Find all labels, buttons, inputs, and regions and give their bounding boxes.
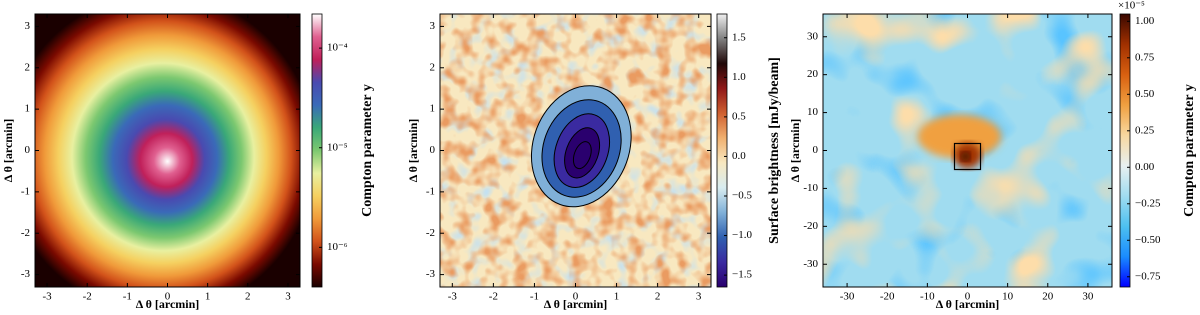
image-panel	[35, 14, 300, 287]
x-tick-label: 0	[965, 291, 971, 303]
y-tick-label: 0	[430, 144, 436, 156]
colorbar-tick-label: −1.0	[732, 229, 752, 241]
colorbar-tick-label: −0.75	[1135, 270, 1161, 282]
colorbar-tick-label: −0.25	[1135, 197, 1161, 209]
y-tick-label: 10	[807, 106, 819, 118]
colorbar-offset: ×10⁻⁵	[1118, 0, 1145, 12]
y-tick-label: -20	[803, 220, 818, 232]
x-tick-label: 1	[205, 291, 211, 303]
x-tick-label: -20	[880, 291, 895, 303]
x-tick-label: 20	[1042, 291, 1054, 303]
x-tick-label: 3	[696, 291, 702, 303]
x-tick-label: 30	[1082, 291, 1094, 303]
box	[953, 142, 982, 171]
colorbar-tick-label: 0.00	[1135, 161, 1155, 173]
colorbar-tick-label: −1.5	[732, 269, 752, 281]
x-tick-label: 2	[245, 291, 251, 303]
image-panel	[440, 14, 711, 287]
colorbar-tick-label: 0.50	[1135, 88, 1155, 100]
x-axis-label: Δ θ [arcmin]	[136, 297, 200, 311]
y-tick-label: -3	[21, 268, 31, 280]
y-tick-label: 30	[807, 30, 819, 42]
y-tick-label: 3	[430, 20, 436, 32]
y-tick-label: -1	[426, 185, 435, 197]
y-tick-label: -3	[426, 268, 436, 280]
colorbar	[311, 13, 323, 288]
y-axis-label: Δ θ [arcmin]	[406, 119, 420, 183]
y-tick-label: -10	[803, 182, 818, 194]
colorbar	[716, 13, 728, 288]
y-tick-label: -2	[426, 227, 435, 239]
x-tick-label: -2	[489, 291, 498, 303]
x-tick-label: -10	[920, 291, 935, 303]
y-axis-label: Δ θ [arcmin]	[788, 119, 802, 183]
colorbar-label: Compton parameter y	[1182, 84, 1197, 217]
colorbar-tick-label: −0.50	[1135, 234, 1161, 246]
colorbar-tick-label: 0.5	[732, 110, 746, 122]
x-tick-label: -2	[83, 291, 92, 303]
y-axis-label: Δ θ [arcmin]	[1, 119, 15, 183]
y-tick-label: 1	[430, 103, 436, 115]
x-tick-label: 10	[1002, 291, 1014, 303]
image-panel	[823, 14, 1112, 287]
colorbar-tick-label: 10⁻⁵	[327, 141, 348, 153]
colorbar-tick-label: 1.00	[1135, 15, 1155, 27]
contour	[572, 141, 592, 170]
y-tick-label: 0	[25, 144, 31, 156]
y-tick-label: 3	[25, 20, 31, 32]
y-tick-label: 2	[25, 61, 31, 73]
y-tick-label: 0	[813, 144, 819, 156]
colorbar-label: Surface brightness [mJy/beam]	[767, 57, 782, 244]
x-tick-label: 0	[573, 291, 579, 303]
x-axis-label: Δ θ [arcmin]	[936, 297, 1000, 311]
y-tick-label: 2	[430, 61, 436, 73]
colorbar-tick-label: 10⁻⁴	[327, 42, 348, 54]
colorbar-tick-label: 0.25	[1135, 124, 1155, 136]
y-tick-label: 20	[807, 68, 819, 80]
colorbar-tick-label: 1.5	[732, 31, 746, 43]
x-tick-label: -1	[530, 291, 539, 303]
x-tick-label: 3	[285, 291, 291, 303]
blob	[960, 151, 971, 162]
colorbar-tick-label: −0.5	[732, 190, 752, 202]
y-tick-label: -30	[803, 258, 818, 270]
y-tick-label: 1	[25, 103, 31, 115]
colorbar-label: Compton parameter y	[360, 84, 375, 217]
x-tick-label: -30	[840, 291, 855, 303]
colorbar	[1119, 13, 1131, 288]
x-tick-label: -3	[42, 291, 52, 303]
colorbar-tick-label: 0.75	[1135, 51, 1155, 63]
x-tick-label: -1	[123, 291, 132, 303]
image	[35, 14, 300, 287]
x-axis-label: Δ θ [arcmin]	[544, 297, 608, 311]
y-tick-label: -1	[21, 185, 30, 197]
y-tick-label: -2	[21, 227, 30, 239]
x-tick-label: 1	[614, 291, 620, 303]
x-tick-label: 2	[655, 291, 661, 303]
colorbar-tick-label: 1.0	[732, 71, 746, 83]
x-tick-label: -3	[448, 291, 458, 303]
colorbar-tick-label: 0.0	[732, 150, 746, 162]
x-tick-label: 0	[165, 291, 171, 303]
colorbar-tick-label: 10⁻⁶	[327, 241, 348, 253]
